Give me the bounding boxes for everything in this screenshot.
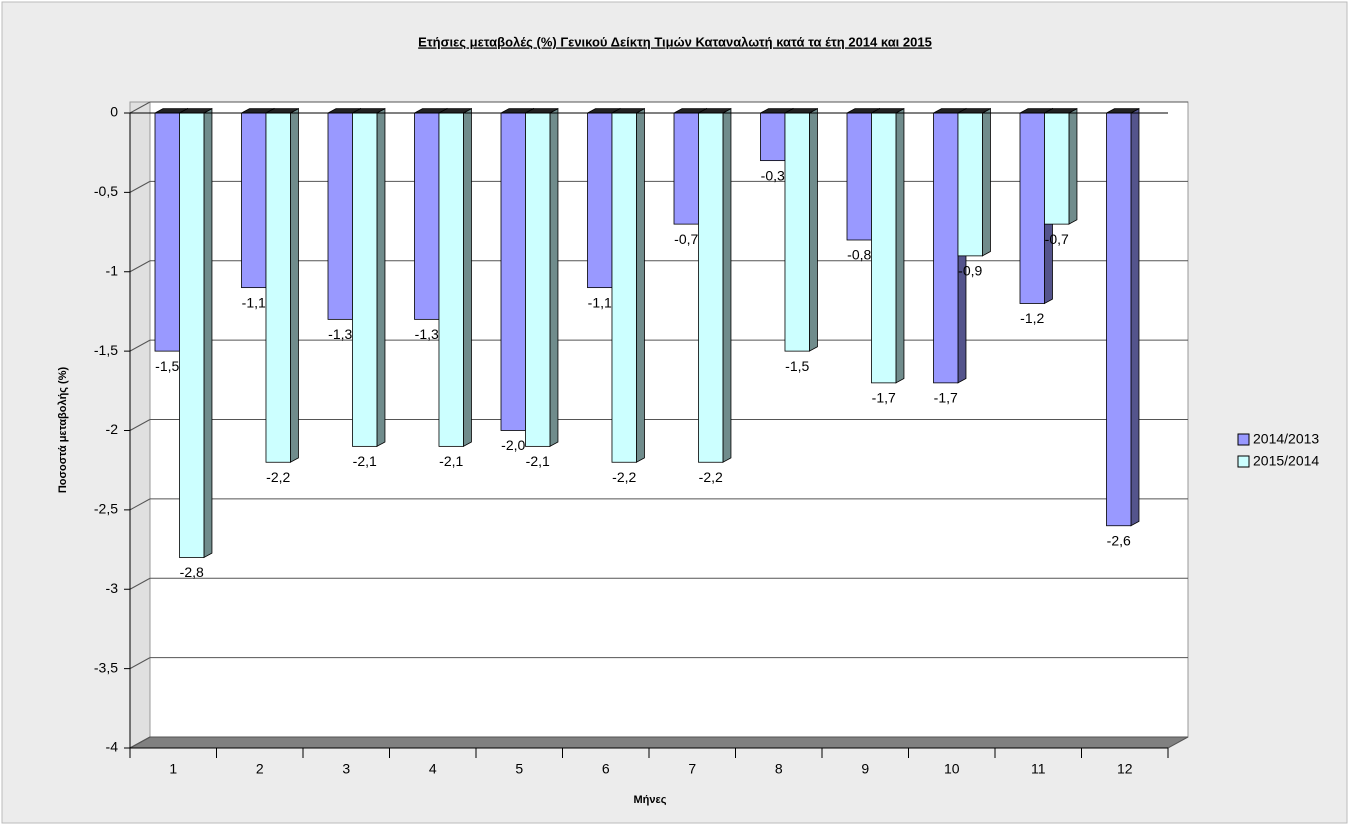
bar [698, 112, 724, 463]
x-tick-label: 8 [775, 761, 783, 777]
bar [933, 112, 959, 384]
bar-side [982, 107, 991, 257]
bar-side [463, 107, 472, 448]
data-label: -2,1 [526, 453, 550, 469]
bar-side [203, 107, 213, 559]
data-label: -0,3 [761, 167, 785, 183]
y-tick-label: -2 [106, 421, 119, 437]
data-label: -0,9 [958, 263, 982, 279]
x-tick-label: 5 [515, 761, 523, 777]
data-label: -2,2 [699, 469, 723, 485]
grid-line-side [129, 180, 151, 193]
x-tick-label: 6 [602, 761, 610, 777]
x-tick-label: 7 [688, 761, 696, 777]
bar [587, 112, 613, 289]
data-label: -2,1 [439, 453, 463, 469]
data-label: -0,8 [847, 247, 871, 263]
x-tick-label: 10 [944, 761, 960, 777]
data-label: -1,7 [872, 390, 896, 406]
bar [265, 112, 291, 463]
y-tick-label: 0 [110, 104, 118, 120]
bar [154, 112, 180, 352]
x-tick-label: 4 [429, 761, 437, 777]
grid-line-side [129, 260, 151, 273]
bar-side [549, 107, 559, 448]
y-tick-label: -3,5 [94, 659, 118, 675]
bar-side [895, 107, 905, 384]
x-tick-label: 11 [1031, 761, 1046, 777]
data-label: -0,7 [674, 231, 698, 247]
bar [352, 112, 378, 447]
floor [129, 736, 1189, 749]
grid-line-side [129, 577, 151, 590]
y-tick-label: -4 [106, 739, 119, 755]
bar-side [722, 107, 732, 463]
data-label: -2,2 [612, 469, 636, 485]
data-label: -2,0 [501, 437, 525, 453]
bar-side [1068, 107, 1078, 225]
bar-side [290, 107, 299, 463]
grid-line-side [129, 419, 151, 431]
grid-line-side [129, 657, 151, 670]
grid-line-side [129, 339, 151, 352]
y-tick-label: -1,5 [94, 342, 118, 358]
bar [414, 112, 440, 320]
legend-swatch [1237, 455, 1250, 468]
chart-title: Ετήσιες μεταβολές (%) Γενικού Δείκτη Τιμ… [418, 34, 932, 49]
y-tick-label: -1 [106, 262, 119, 278]
x-axis-label: Μήνες [634, 794, 667, 806]
bar [1019, 112, 1045, 304]
bar-side [1130, 107, 1140, 527]
legend-label: 2014/2013 [1253, 431, 1319, 447]
bar [784, 112, 810, 352]
data-label: -1,2 [1020, 310, 1044, 326]
x-tick-label: 1 [169, 761, 177, 777]
bar [846, 112, 872, 241]
data-label: -1,3 [328, 326, 352, 342]
data-label: -1,1 [242, 294, 266, 310]
x-tick-label: 2 [256, 761, 264, 777]
y-tick-label: -0,5 [94, 183, 118, 199]
data-label: -1,5 [155, 358, 179, 374]
data-label: -2,8 [180, 564, 204, 580]
bar [438, 112, 464, 447]
bar [673, 112, 699, 225]
bar [1044, 112, 1070, 225]
data-label: -1,5 [785, 358, 809, 374]
legend-label: 2015/2014 [1253, 453, 1319, 469]
data-label: -2,6 [1107, 532, 1131, 548]
bar-side [376, 107, 386, 448]
y-tick-label: -3 [106, 580, 119, 596]
legend-swatch [1237, 433, 1250, 446]
data-label: -2,1 [353, 453, 377, 469]
bar [760, 112, 786, 162]
bar [179, 112, 205, 558]
data-label: -1,3 [415, 326, 439, 342]
data-label: -2,2 [266, 469, 290, 485]
x-tick-label: 12 [1117, 761, 1133, 777]
grid-line-side [129, 498, 151, 511]
bar [957, 112, 983, 257]
y-axis-label: Ποσοστά μεταβολής (%) [57, 367, 69, 494]
bar [1106, 112, 1132, 527]
bar [871, 112, 897, 384]
bar-side [636, 107, 645, 463]
grid-line-side [129, 736, 151, 749]
data-label: -1,7 [934, 390, 958, 406]
x-tick-label: 9 [861, 761, 869, 777]
bar [327, 112, 353, 320]
x-tick-label: 3 [342, 761, 350, 777]
bar [241, 112, 267, 289]
grid-line-side [129, 101, 151, 114]
y-tick-label: -2,5 [94, 501, 118, 517]
bar-side [809, 107, 818, 352]
data-label: -0,7 [1045, 231, 1069, 247]
bar [525, 112, 551, 447]
bar [611, 112, 637, 463]
data-label: -1,1 [588, 294, 612, 310]
bar [500, 112, 526, 431]
